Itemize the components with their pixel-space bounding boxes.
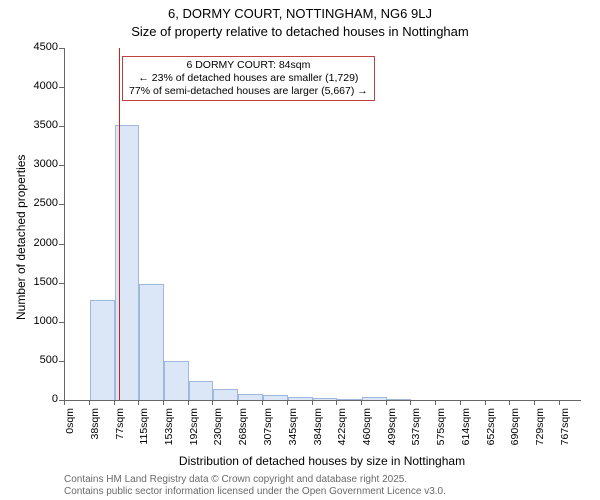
y-tick-label: 3500 [24,119,58,131]
x-tick-label: 652sqm [485,408,497,456]
histogram-bar [288,397,313,400]
info-smaller-pct: ← 23% of detached houses are smaller (1,… [129,72,368,85]
y-tick-mark [59,283,64,284]
y-tick-label: 1000 [24,315,58,327]
x-tick-label: 153sqm [163,408,175,456]
y-tick-mark [59,204,64,205]
x-tick-mark [64,400,65,405]
histogram-bar [213,389,238,400]
histogram-bar [387,399,412,400]
y-tick-mark [59,48,64,49]
x-tick-label: 0sqm [64,408,76,456]
x-tick-mark [509,400,510,405]
info-larger-pct: 77% of semi-detached houses are larger (… [129,85,368,98]
x-tick-mark [559,400,560,405]
x-tick-label: 729sqm [534,408,546,456]
y-tick-label: 4000 [24,80,58,92]
x-tick-mark [237,400,238,405]
x-tick-label: 345sqm [287,408,299,456]
x-tick-label: 767sqm [559,408,571,456]
x-tick-mark [262,400,263,405]
x-tick-mark [287,400,288,405]
y-tick-mark [59,322,64,323]
y-tick-mark [59,87,64,88]
y-tick-label: 4500 [24,41,58,53]
x-tick-label: 268sqm [237,408,249,456]
y-tick-label: 1500 [24,276,58,288]
y-tick-mark [59,361,64,362]
chart-subtitle: Size of property relative to detached ho… [0,24,600,39]
x-tick-label: 499sqm [386,408,398,456]
x-tick-mark [163,400,164,405]
y-tick-label: 500 [24,354,58,366]
footer-copyright: Contains HM Land Registry data © Crown c… [64,474,407,485]
x-tick-label: 460sqm [361,408,373,456]
y-tick-mark [59,165,64,166]
histogram-bar [337,399,362,400]
x-tick-mark [138,400,139,405]
property-marker-line [119,48,120,400]
x-tick-mark [435,400,436,405]
x-tick-label: 614sqm [460,408,472,456]
x-tick-mark [386,400,387,405]
histogram-bar [263,395,288,400]
y-tick-label: 0 [24,393,58,405]
x-tick-mark [188,400,189,405]
y-tick-mark [59,126,64,127]
y-tick-mark [59,244,64,245]
property-info-box: 6 DORMY COURT: 84sqm ← 23% of detached h… [122,56,375,101]
footer-licence: Contains public sector information licen… [64,486,446,497]
x-tick-label: 422sqm [336,408,348,456]
x-tick-label: 307sqm [262,408,274,456]
x-tick-label: 230sqm [212,408,224,456]
x-tick-mark [460,400,461,405]
x-tick-label: 192sqm [188,408,200,456]
histogram-bar [189,381,214,400]
x-tick-mark [312,400,313,405]
x-tick-label: 115sqm [138,408,150,456]
histogram-bar [362,397,387,400]
histogram-bar [139,284,164,400]
x-tick-mark [534,400,535,405]
y-tick-label: 2500 [24,197,58,209]
info-property-size: 6 DORMY COURT: 84sqm [129,59,368,72]
x-tick-mark [410,400,411,405]
x-tick-mark [336,400,337,405]
x-tick-label: 38sqm [89,408,101,456]
y-tick-label: 3000 [24,158,58,170]
x-tick-label: 384sqm [312,408,324,456]
x-tick-label: 690sqm [509,408,521,456]
x-tick-mark [89,400,90,405]
x-tick-label: 575sqm [435,408,447,456]
x-tick-label: 77sqm [114,408,126,456]
x-tick-mark [212,400,213,405]
histogram-bar [238,394,263,400]
x-axis-label: Distribution of detached houses by size … [64,454,580,468]
histogram-bar [313,398,338,400]
histogram-chart: { "title": "6, DORMY COURT, NOTTINGHAM, … [0,0,600,500]
histogram-bar [90,300,115,400]
histogram-bar [164,361,189,400]
x-tick-mark [361,400,362,405]
x-tick-mark [114,400,115,405]
chart-title: 6, DORMY COURT, NOTTINGHAM, NG6 9LJ [0,6,600,21]
y-tick-label: 2000 [24,237,58,249]
x-tick-label: 537sqm [410,408,422,456]
x-tick-mark [485,400,486,405]
